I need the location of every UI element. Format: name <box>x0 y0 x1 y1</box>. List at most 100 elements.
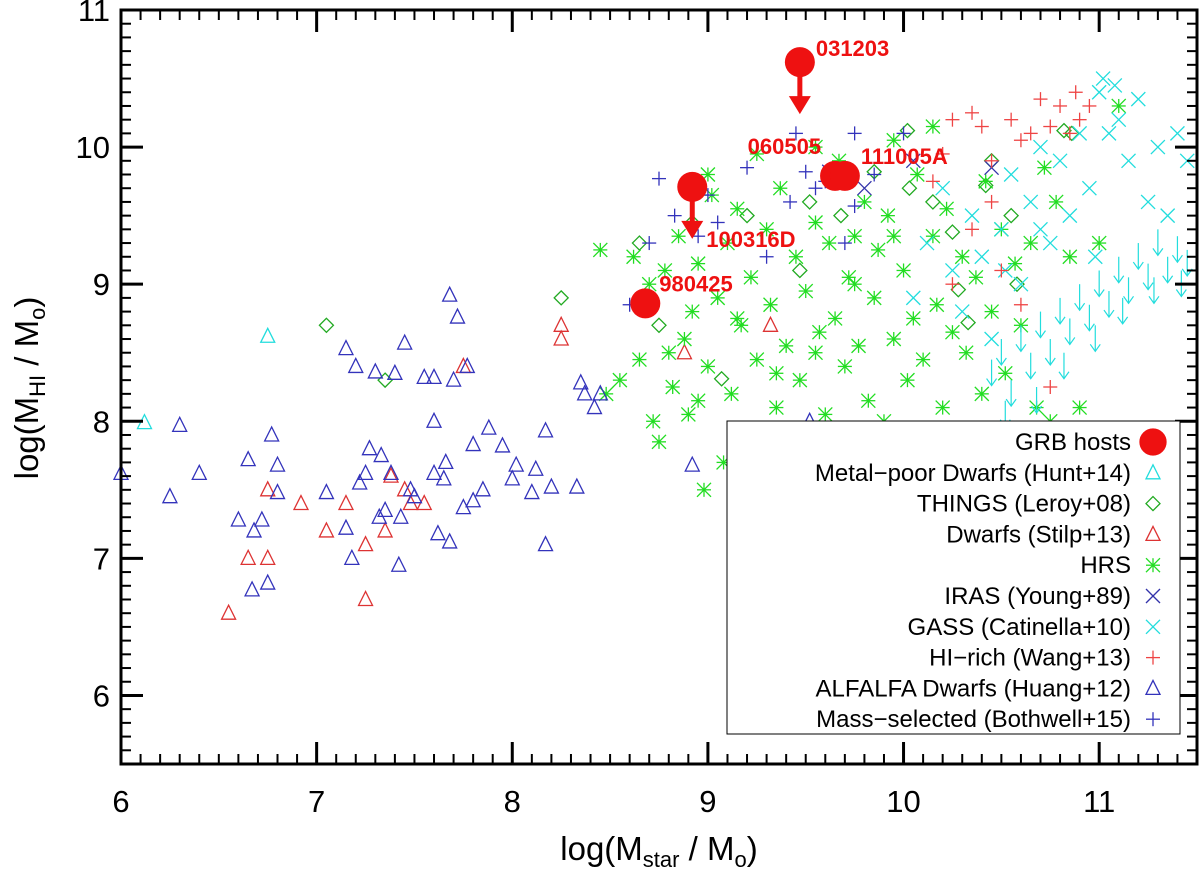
data-point-gass <box>1072 125 1088 141</box>
upper-limit-arrow <box>1005 380 1017 408</box>
data-point-hrs <box>690 256 706 272</box>
data-point-alfalfa <box>259 573 276 590</box>
y-label-sub: HI <box>25 375 50 397</box>
data-point-wang <box>965 105 980 120</box>
data-point-stilp <box>318 521 335 538</box>
data-point-hrs <box>968 269 984 285</box>
data-point-hrs <box>1111 98 1127 114</box>
data-point-hrs <box>612 372 628 388</box>
data-point-gass <box>1013 276 1029 292</box>
data-point-gass <box>1107 77 1123 93</box>
data-point-hrs <box>847 276 863 292</box>
data-point-hrs <box>733 317 749 333</box>
data-point-hrs <box>880 208 896 224</box>
data-point-hrs <box>1062 249 1078 265</box>
data-point-hrs <box>925 119 941 134</box>
legend-marker-wang <box>1146 650 1160 665</box>
data-point-hrs <box>886 228 902 244</box>
data-point-alfalfa <box>480 418 497 435</box>
legend-box <box>726 420 1181 735</box>
legend-item-hrs: HRS <box>1080 552 1161 579</box>
data-point-alfalfa <box>425 463 443 481</box>
data-point-hrs <box>997 365 1013 381</box>
data-point-stilp <box>382 466 400 483</box>
data-point-things <box>651 317 667 334</box>
data-point-things <box>801 194 818 210</box>
data-point-bothwell <box>808 181 823 196</box>
data-point-alfalfa <box>441 285 458 302</box>
legend-item-bothwell: Mass−selected (Bothwell+15) <box>816 706 1160 733</box>
legend-item-alfalfa: ALFALFA Dwarfs (Huang+12) <box>816 675 1162 702</box>
grb-host-marker <box>829 160 860 191</box>
data-point-things <box>901 180 918 197</box>
data-point-hrs <box>944 324 960 340</box>
data-point-hrs <box>626 249 642 265</box>
data-point-alfalfa <box>269 483 286 500</box>
x-tick-label: 9 <box>699 784 716 819</box>
data-point-hrs <box>866 290 882 306</box>
data-point-wang <box>1068 85 1083 100</box>
data-point-alfalfa <box>537 421 554 438</box>
data-point-gass <box>1160 208 1176 224</box>
data-point-wang <box>1043 119 1058 134</box>
upper-limit-arrow <box>995 339 1007 367</box>
grb-host-label: 100316D <box>706 227 795 252</box>
data-point-wang <box>1053 98 1068 113</box>
upper-limit-arrow <box>1123 277 1135 305</box>
data-point-alfalfa <box>337 339 355 356</box>
data-point-hrs <box>958 345 974 361</box>
data-point-things <box>899 122 916 139</box>
data-point-stilp <box>762 315 779 332</box>
data-point-wang <box>945 277 960 292</box>
data-point-hrs <box>671 228 687 244</box>
data-point-hrs <box>1072 400 1088 416</box>
data-point-hrs <box>851 338 867 354</box>
data-point-wang <box>984 153 999 168</box>
data-point-alfalfa <box>351 473 368 490</box>
legend-item-iras: IRAS (Young+89) <box>944 583 1161 610</box>
x-axis-label: log(Mstar / Mo) <box>560 830 757 872</box>
data-point-wang <box>1013 297 1028 312</box>
upper-limit-arrow <box>1064 318 1076 346</box>
data-point-alfalfa <box>361 439 378 456</box>
data-point-stilp <box>357 535 374 552</box>
data-point-hrs <box>768 400 784 416</box>
x-tick-label: 6 <box>112 784 129 819</box>
data-point-hrs <box>856 194 872 210</box>
data-point-things <box>1056 122 1072 139</box>
data-point-things <box>924 194 941 210</box>
legend-label: Metal−poor Dwarfs (Hunt+14) <box>815 460 1131 487</box>
data-point-hrs <box>1036 160 1052 176</box>
data-point-hrs <box>808 345 823 361</box>
data-point-alfalfa <box>465 491 482 508</box>
data-point-gass <box>935 180 951 196</box>
data-point-hrs <box>729 201 745 217</box>
upper-limit-arrow <box>1054 297 1066 325</box>
data-point-iras <box>905 153 921 169</box>
series-things <box>318 122 1080 389</box>
legend-label: HRS <box>1080 552 1131 579</box>
grb-hosts-layer: 031203 060505 111005A 100316D 980425 <box>630 36 948 319</box>
legend-marker-alfalfa <box>1144 678 1162 696</box>
data-point-hrs <box>935 400 951 416</box>
data-point-gass <box>1095 71 1111 87</box>
data-point-hrs <box>929 297 945 313</box>
x-tick-label: 10 <box>886 784 920 819</box>
data-point-alfalfa <box>576 384 593 401</box>
upper-limit-arrow <box>681 196 704 239</box>
legend-label: IRAS (Young+89) <box>944 583 1131 610</box>
data-point-gass <box>1169 125 1185 141</box>
upper-limit-arrow <box>1058 352 1070 380</box>
data-point-hrs <box>684 304 700 320</box>
data-point-gass <box>1140 194 1156 210</box>
data-point-hrs <box>811 324 827 340</box>
data-point-alfalfa <box>586 398 603 415</box>
y-label-sub2: o <box>25 308 50 320</box>
data-point-alfalfa <box>245 521 263 538</box>
legend-item-stilp: Dwarfs (Stilp+13) <box>946 521 1162 548</box>
data-point-alfalfa <box>425 411 443 428</box>
data-point-bothwell <box>652 171 666 186</box>
data-point-hrs <box>743 269 759 285</box>
data-point-wang <box>965 222 980 237</box>
